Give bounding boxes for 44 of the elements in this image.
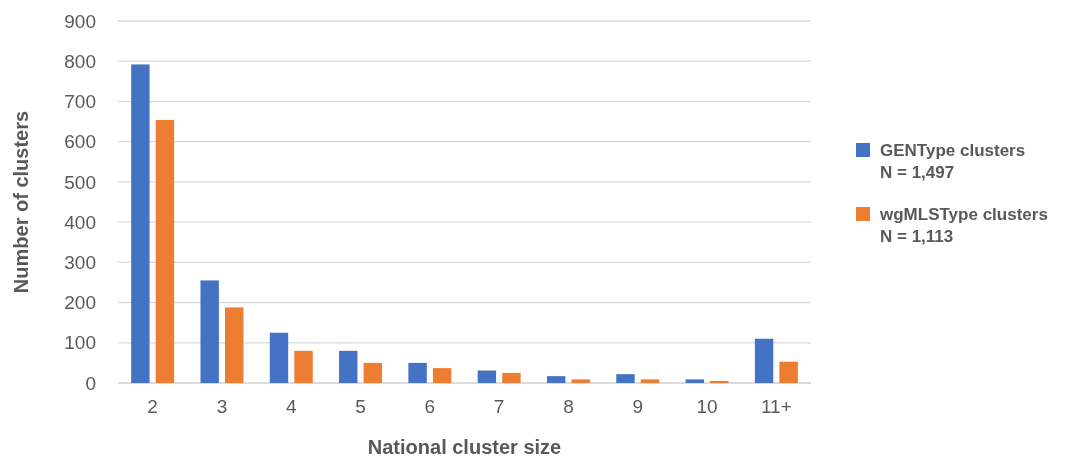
y-tick-label: 0 [85, 372, 96, 394]
x-tick-label: 9 [632, 396, 644, 417]
y-tick-label: 900 [64, 10, 96, 32]
bar [339, 350, 358, 383]
bar [754, 338, 774, 383]
y-tick-label: 800 [64, 50, 96, 72]
bar [710, 380, 729, 383]
bar [502, 372, 521, 383]
x-tick-label: 3 [216, 396, 228, 417]
bar [155, 119, 175, 383]
bar [616, 374, 635, 383]
bar [779, 361, 798, 383]
bar [571, 379, 590, 383]
bar [432, 368, 452, 383]
x-tick-label: 4 [285, 396, 297, 417]
bar [294, 350, 313, 383]
x-tick-label: 8 [563, 396, 574, 417]
bar [408, 362, 427, 383]
x-tick-label: 10 [696, 396, 718, 417]
legend-label: wgMLSType clusters N = 1,113 [879, 204, 1048, 247]
y-tick-label: 700 [64, 91, 96, 113]
y-tick-label: 500 [64, 171, 96, 193]
y-tick-label: 600 [64, 131, 96, 153]
y-tick-label: 100 [64, 332, 96, 354]
bar [546, 376, 566, 383]
bar [200, 280, 219, 383]
bar [477, 370, 497, 383]
x-tick-label: 5 [355, 396, 366, 417]
y-tick-label: 400 [64, 211, 96, 233]
x-tick-label: 2 [147, 396, 158, 417]
x-tick-label: 7 [493, 396, 505, 417]
x-axis-title: National cluster size [367, 436, 562, 458]
legend-label: GENType clusters N = 1,497 [880, 140, 1026, 183]
bar [269, 332, 289, 383]
x-tick-label: 6 [424, 396, 436, 417]
y-tick-label: 300 [64, 251, 96, 273]
x-tick-label: 11+ [760, 396, 792, 417]
bar [131, 64, 150, 383]
bar [685, 379, 704, 383]
y-tick-label: 200 [64, 292, 96, 314]
y-axis-title: Number of clusters [10, 110, 32, 294]
bar [225, 307, 244, 383]
bar [363, 362, 383, 383]
bar [640, 379, 660, 383]
